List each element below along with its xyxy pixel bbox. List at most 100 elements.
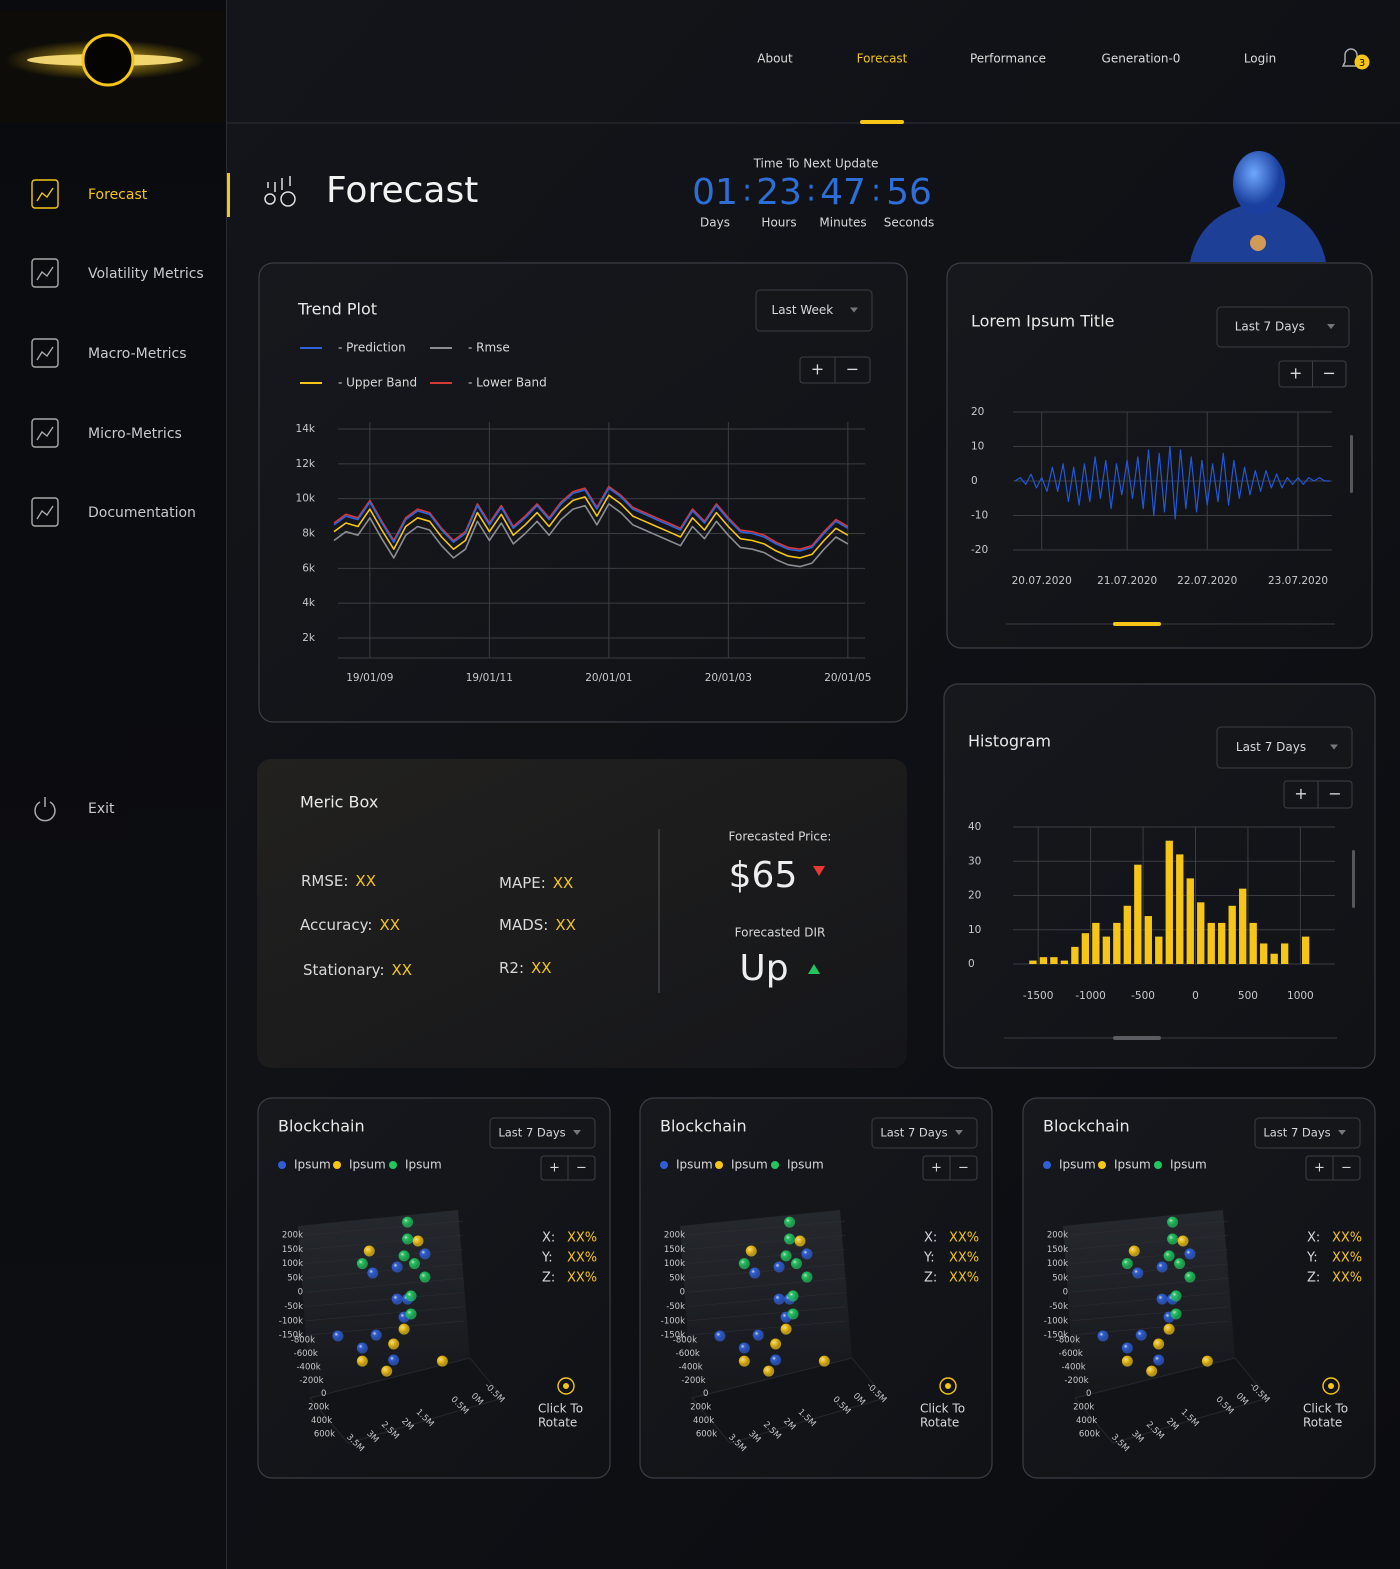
rotate-hint[interactable]: Click To — [1303, 1402, 1348, 1416]
zoom-button[interactable]: − — [1328, 784, 1341, 803]
dropdown-value: Last Week — [772, 303, 834, 317]
nav-item[interactable]: Generation-0 — [1102, 52, 1181, 66]
zoom-button[interactable]: + — [811, 360, 824, 379]
point — [714, 1330, 726, 1342]
price-label: Forecasted Price: — [729, 830, 832, 844]
rotate-icon[interactable] — [557, 1377, 575, 1395]
grid-line — [687, 1292, 846, 1307]
x-tick-label: 21.07.2020 — [1097, 575, 1157, 587]
bar — [1081, 933, 1090, 964]
rotate-hint[interactable]: Click To — [538, 1402, 583, 1416]
dropdown[interactable]: Last 7 Days — [1216, 726, 1353, 769]
icon-part — [31, 497, 59, 527]
rotate-hint[interactable]: Rotate — [538, 1416, 577, 1430]
sidebar-item[interactable]: Macro-Metrics — [88, 346, 187, 362]
point — [1170, 1308, 1182, 1320]
sidebar-item[interactable]: Micro-Metrics — [88, 426, 182, 442]
y-tick-label: 150k — [664, 1245, 685, 1255]
scroll-thumb[interactable] — [1113, 622, 1161, 626]
point — [738, 1342, 750, 1354]
point — [1132, 1267, 1144, 1279]
legend-dot — [771, 1161, 779, 1169]
zoom-button[interactable]: + — [1294, 784, 1307, 803]
z-tick-label: -200k — [1064, 1376, 1088, 1386]
bell[interactable]: 3 — [1341, 48, 1370, 70]
sidebar-item[interactable]: Forecast — [88, 187, 148, 203]
rotate-icon-core — [945, 1383, 951, 1389]
zoom-button[interactable]: − — [576, 1161, 587, 1176]
x-tick-label: 22.07.2020 — [1177, 575, 1237, 587]
dropdown[interactable]: Last 7 Days — [1216, 306, 1350, 348]
bar — [1092, 922, 1100, 964]
legend-dot — [715, 1161, 723, 1169]
y-tick-label: 2k — [302, 632, 316, 644]
point — [436, 1355, 448, 1367]
dropdown[interactable]: Last 7 Days — [871, 1117, 978, 1149]
grid-line — [1070, 1235, 1229, 1250]
rotate-hint[interactable]: Rotate — [1303, 1416, 1342, 1430]
point — [356, 1355, 368, 1367]
z-tick-label: 0 — [1086, 1389, 1091, 1399]
rotate-icon[interactable] — [1322, 1377, 1340, 1395]
icon-part — [31, 338, 59, 368]
rotate-hint[interactable]: Rotate — [920, 1416, 959, 1430]
series-line — [333, 494, 849, 559]
icon-part — [31, 258, 59, 288]
point — [1174, 1258, 1186, 1270]
exit[interactable]: Exit — [88, 801, 115, 817]
point — [1121, 1258, 1133, 1270]
dropdown[interactable]: Last Week — [755, 289, 873, 332]
notification-count: 3 — [1359, 58, 1365, 69]
card — [258, 262, 908, 723]
plot-floor — [309, 1357, 504, 1444]
bar — [1207, 922, 1215, 964]
grid-line — [1070, 1220, 1229, 1236]
y-tick-label: 150k — [282, 1245, 303, 1255]
dropdown-caret — [1327, 324, 1335, 329]
legend-label: Ipsum — [349, 1158, 386, 1172]
point — [752, 1329, 764, 1341]
bar — [1301, 936, 1310, 964]
rotate-icon[interactable] — [939, 1377, 957, 1395]
zoom-button[interactable]: + — [549, 1161, 560, 1176]
point — [1097, 1330, 1109, 1342]
icon-part — [36, 346, 54, 361]
x-tick-label: 0 — [1192, 990, 1199, 1002]
zoom-button[interactable]: + — [1289, 364, 1302, 383]
zoom-button[interactable]: − — [958, 1161, 969, 1176]
zoom-button[interactable]: − — [1323, 364, 1336, 383]
zoom-button[interactable]: + — [1314, 1161, 1325, 1176]
nav-item[interactable]: Login — [1244, 52, 1276, 66]
z-tick-label: 0 — [321, 1389, 326, 1399]
dropdown[interactable]: Last 7 Days — [489, 1117, 596, 1149]
legend-dot — [1043, 1161, 1051, 1169]
scroll-thumb[interactable] — [1113, 1036, 1161, 1040]
dropdown-value: Last 7 Days — [1236, 740, 1306, 754]
readout-label: X: — [542, 1231, 555, 1246]
zoom-button[interactable]: + — [931, 1161, 942, 1176]
metric-box — [257, 759, 907, 1068]
sidebar-item[interactable]: Documentation — [88, 505, 196, 521]
metric-value: XX — [553, 874, 574, 892]
readout-label: Y: — [923, 1251, 935, 1266]
z-tick-label: 200k — [308, 1403, 329, 1413]
rotate-hint[interactable]: Click To — [920, 1402, 965, 1416]
point — [1167, 1233, 1179, 1245]
nav-item[interactable]: About — [757, 52, 793, 66]
dropdown-box — [1216, 726, 1353, 769]
zoom-button[interactable]: − — [846, 360, 859, 379]
sidebar-item[interactable]: Volatility Metrics — [88, 266, 204, 282]
nav-item[interactable]: Performance — [970, 52, 1046, 66]
x-tick-label: 23.07.2020 — [1268, 575, 1328, 587]
readout-label: Z: — [1307, 1271, 1320, 1286]
grid-line — [305, 1249, 464, 1264]
dropdown[interactable]: Last 7 Days — [1254, 1117, 1361, 1149]
nav-item[interactable]: Forecast — [857, 52, 908, 66]
dropdown-box — [871, 1117, 978, 1149]
point — [780, 1250, 792, 1262]
zoom-button[interactable]: − — [1341, 1161, 1352, 1176]
point — [1163, 1323, 1175, 1335]
z-tick-label: -800k — [673, 1336, 697, 1346]
z-tick-label: -400k — [296, 1362, 320, 1372]
point — [402, 1216, 414, 1228]
